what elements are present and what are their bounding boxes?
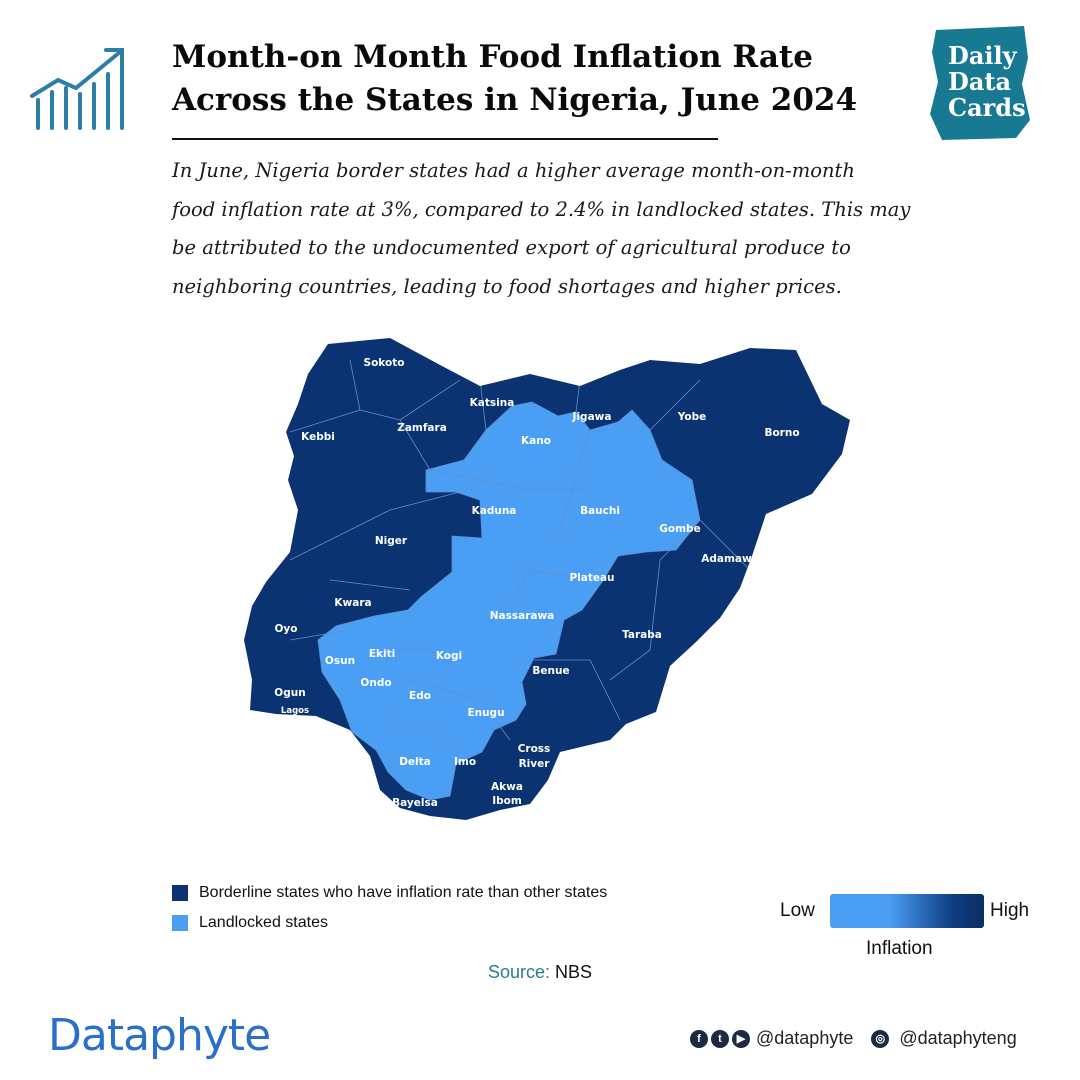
state-label-kwara: Kwara xyxy=(334,597,371,609)
title-divider xyxy=(172,138,718,140)
state-label-kogi: Kogi xyxy=(436,650,462,662)
svg-text:Cross: Cross xyxy=(518,743,551,755)
state-label-benue: Benue xyxy=(532,665,569,677)
state-label-gombe: Gombe xyxy=(659,523,700,535)
state-label-jigawa: Jigawa xyxy=(572,411,612,423)
state-label-ekiti: Ekiti xyxy=(369,648,395,660)
state-label-bayelsa: Bayelsa xyxy=(392,797,438,809)
state-label-plateau: Plateau xyxy=(569,572,614,584)
subtitle-line: In June, Nigeria border states had a hig… xyxy=(172,159,855,182)
state-label-bauchi: Bauchi xyxy=(580,505,620,517)
svg-text:River: River xyxy=(519,758,551,770)
state-label-akwa-ibom: Akwa Ibom xyxy=(491,781,523,807)
state-label-enugu: Enugu xyxy=(467,707,504,719)
page-title: Month-on Month Food Inflation Rate Acros… xyxy=(172,36,892,122)
social-handle: @dataphyteng xyxy=(899,1028,1017,1048)
subtitle-line: food inflation rate at 3%, compared to 2… xyxy=(172,197,911,221)
state-label-zamfara: Zamfara xyxy=(397,422,447,434)
state-label-yobe: Yobe xyxy=(677,411,707,423)
state-label-sokoto: Sokoto xyxy=(364,357,405,369)
trend-chart-icon xyxy=(30,48,124,130)
subtitle-paragraph: In June, Nigeria border states had a hig… xyxy=(172,152,932,306)
svg-text:Akwa: Akwa xyxy=(491,781,523,793)
source-value: NBS xyxy=(555,962,593,982)
title-line-1: Month-on Month Food Inflation Rate xyxy=(172,39,813,75)
social-handle: @dataphyte xyxy=(756,1028,854,1048)
title-line-2: Across the States in Nigeria, June 2024 xyxy=(172,82,858,118)
state-label-lagos: Lagos xyxy=(281,706,309,716)
state-label-niger: Niger xyxy=(375,535,408,547)
inflation-gradient-scale xyxy=(830,894,984,928)
legend-label: Borderline states who have inflation rat… xyxy=(199,884,608,901)
twitter-icon: t xyxy=(711,1029,729,1048)
subtitle-line: neighboring countries, leading to food s… xyxy=(172,274,842,298)
source-label: Source: xyxy=(487,962,550,982)
scale-high-label: High xyxy=(990,900,1030,921)
state-labels: Sokoto Katsina Jigawa Yobe Borno Kebbi Z… xyxy=(274,357,799,809)
facebook-icon: f xyxy=(690,1029,708,1048)
nigeria-state-map: Sokoto Katsina Jigawa Yobe Borno Kebbi Z… xyxy=(244,338,850,820)
state-label-osun: Osun xyxy=(325,655,355,667)
social-handles: f t ▶ @dataphyte ◎ @dataphyteng xyxy=(690,1028,1017,1049)
state-label-delta: Delta xyxy=(399,756,431,768)
source-note: Source: NBS xyxy=(0,962,1080,983)
logo-word: Cards xyxy=(948,93,1026,122)
legend-item-landlocked: Landlocked states xyxy=(172,913,328,933)
logo-word: Daily xyxy=(948,41,1018,70)
daily-data-cards-logo: Daily Data Cards xyxy=(930,26,1030,140)
state-label-nassarawa: Nassarawa xyxy=(490,610,555,622)
subtitle-line: be attributed to the undocumented export… xyxy=(172,236,851,259)
state-label-cross-river: Cross River xyxy=(518,743,551,770)
state-label-oyo: Oyo xyxy=(275,623,298,635)
logo-word: Data xyxy=(948,67,1011,96)
state-label-ondo: Ondo xyxy=(360,677,391,689)
state-label-imo: Imo xyxy=(454,756,476,768)
youtube-icon: ▶ xyxy=(732,1029,750,1048)
scale-low-label: Low xyxy=(780,900,815,921)
state-label-ogun: Ogun xyxy=(274,687,305,699)
state-label-taraba: Taraba xyxy=(622,629,662,641)
state-label-borno: Borno xyxy=(764,427,799,439)
state-label-kano: Kano xyxy=(521,435,551,447)
state-label-edo: Edo xyxy=(409,690,431,702)
dataphyte-logo: Dataphyte xyxy=(48,1010,271,1061)
instagram-icon: ◎ xyxy=(871,1029,890,1048)
state-label-kebbi: Kebbi xyxy=(301,431,335,443)
svg-text:Ibom: Ibom xyxy=(492,795,522,807)
state-label-kaduna: Kaduna xyxy=(472,505,517,517)
legend-label: Landlocked states xyxy=(199,914,328,931)
state-label-adamawa: Adamawa xyxy=(701,553,759,565)
legend-swatch-landlocked xyxy=(172,915,188,931)
state-label-katsina: Katsina xyxy=(470,397,515,409)
scale-title: Inflation xyxy=(866,938,933,959)
legend-item-border: Borderline states who have inflation rat… xyxy=(172,883,607,903)
legend-swatch-border xyxy=(172,885,188,901)
